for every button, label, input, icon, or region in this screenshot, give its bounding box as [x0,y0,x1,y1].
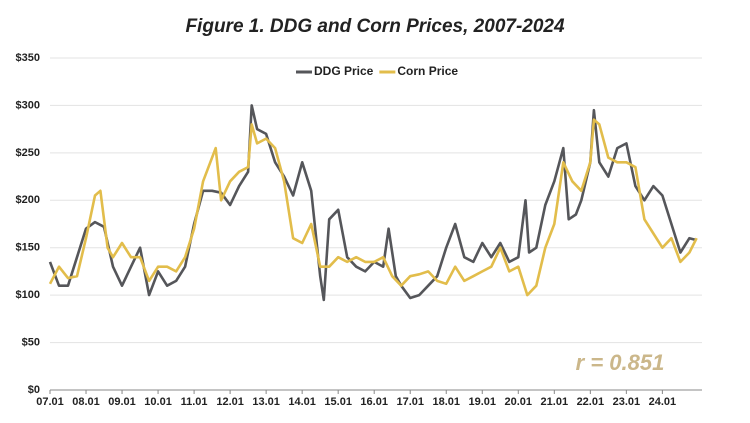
series-line [48,118,698,297]
x-tick-label: 15.01 [324,396,352,408]
y-tick-label: $150 [16,242,40,254]
legend-label: DDG Price [314,64,374,78]
y-tick-label: $50 [22,336,40,348]
x-tick-label: 22.01 [577,396,605,408]
x-tick-label: 18.01 [432,396,460,408]
legend-label: Corn Price [397,64,458,78]
x-tick-label: 17.01 [396,396,424,408]
x-tick-label: 09.01 [108,396,136,408]
y-tick-label: $200 [16,194,40,206]
x-tick-label: 11.01 [181,396,208,408]
x-tick-label: 23.01 [613,396,641,408]
x-tick-label: 14.01 [288,396,316,408]
x-tick-label: 24.01 [649,396,677,408]
x-tick-label: 21.01 [541,396,569,408]
y-tick-label: $350 [16,52,40,64]
annotation: r = 0.851 [576,350,665,375]
y-tick-label: $100 [16,289,40,301]
x-tick-label: 12.01 [216,396,244,408]
x-tick-label: 20.01 [505,396,533,408]
x-tick-label: 10.01 [144,396,172,408]
y-tick-label: $0 [28,384,40,396]
x-tick-label: 19.01 [468,396,496,408]
x-tick-label: 16.01 [360,396,388,408]
y-tick-label: $250 [16,147,40,159]
x-tick-label: 08.01 [72,396,100,408]
x-tick-label: 13.01 [252,396,280,408]
y-tick-label: $300 [16,99,40,111]
x-tick-label: 07.01 [36,396,64,408]
chart-title: Figure 1. DDG and Corn Prices, 2007-2024 [185,16,565,37]
